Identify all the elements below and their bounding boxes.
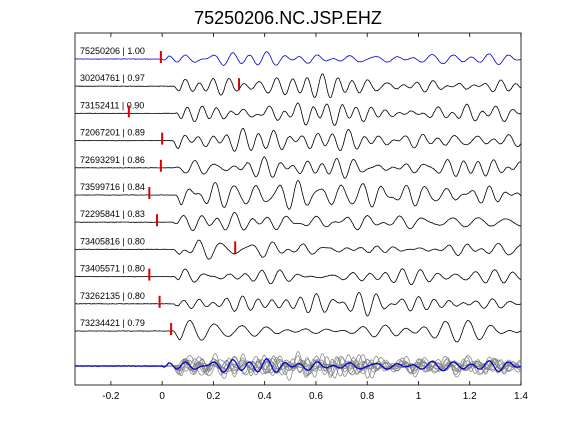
stack-overlay	[74, 351, 522, 381]
trace-waveform	[74, 156, 522, 179]
trace-label: 73262135 | 0.80	[80, 291, 145, 301]
trace-waveform	[74, 127, 522, 152]
x-tick-label: 1.2	[463, 391, 477, 402]
traces-layer: 75250206 | 1.00 30204761 | 0.97 73152411 |…	[74, 46, 522, 343]
trace-label: 73405571 | 0.80	[80, 264, 145, 274]
trace-label: 72295841 | 0.83	[80, 209, 145, 219]
trace-label: 73599716 | 0.84	[80, 182, 145, 192]
x-tick-label: 0.4	[258, 391, 272, 402]
plot-frame	[74, 32, 522, 386]
trace-waveform	[74, 102, 522, 126]
stack-reference	[74, 357, 522, 374]
trace-waveform	[74, 51, 522, 66]
x-tick-label: -0.2	[102, 391, 120, 402]
x-tick-label: 0.2	[206, 391, 220, 402]
x-tick-label: 0	[159, 391, 165, 402]
trace-waveform	[74, 319, 522, 343]
trace-label: 72067201 | 0.89	[80, 128, 145, 138]
trace-waveform	[75, 73, 522, 98]
trace-label: 30204761 | 0.97	[80, 73, 145, 83]
x-tick-label: 1	[416, 391, 422, 402]
trace-label: 73234421 | 0.79	[80, 318, 145, 328]
x-axis: -0.2 0 0.2 0.4 0.6 0.8 1 1.2 1.4	[102, 33, 528, 402]
trace-label: 72693291 | 0.86	[80, 155, 145, 165]
trace-label: 73405816 | 0.80	[80, 236, 145, 246]
x-tick-label: 0.8	[360, 391, 374, 402]
trace-waveform	[74, 211, 522, 232]
trace-label: 73152411 | 0.90	[80, 100, 144, 110]
x-tick-label: 0.6	[309, 391, 323, 402]
chart-title: 75250206.NC.JSP.EHZ	[194, 8, 382, 28]
x-tick-label: 1.4	[514, 391, 528, 402]
trace-label: 75250206 | 1.00	[80, 46, 145, 56]
trace-waveform	[75, 239, 521, 260]
trace-waveform	[74, 291, 522, 317]
